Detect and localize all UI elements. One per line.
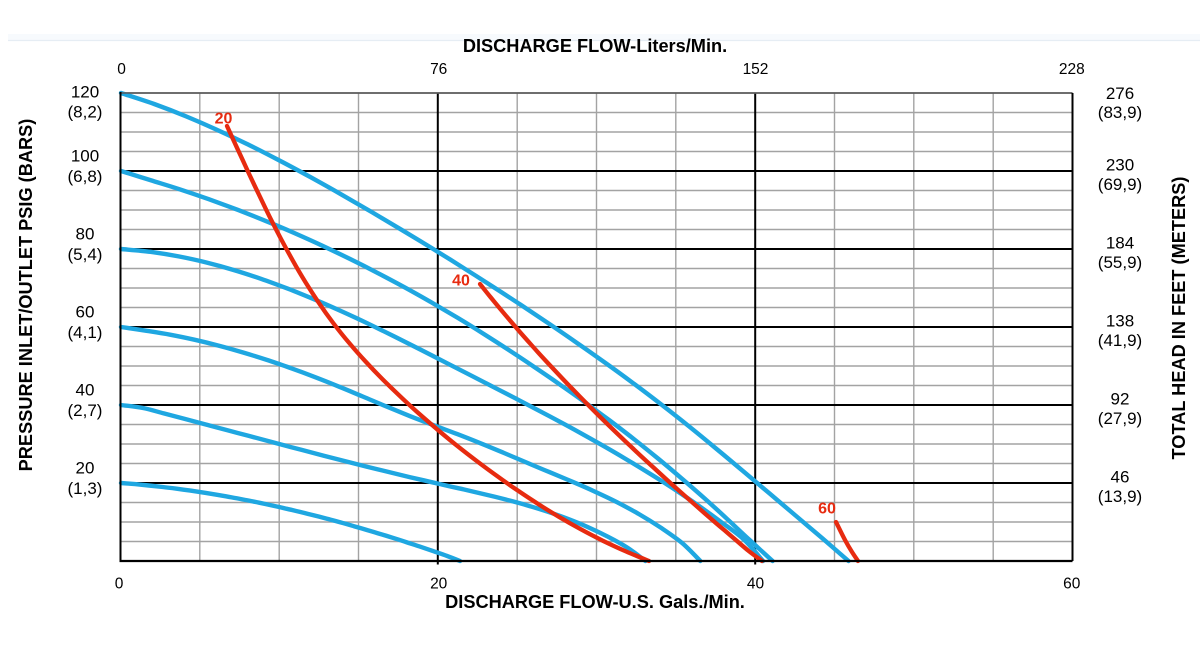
- svg-text:100: 100: [71, 147, 99, 166]
- svg-text:40: 40: [747, 576, 765, 593]
- svg-text:(83,9): (83,9): [1098, 103, 1142, 122]
- svg-text:TOTAL HEAD IN FEET (METERS): TOTAL HEAD IN FEET (METERS): [1169, 177, 1189, 460]
- svg-text:(41,9): (41,9): [1098, 331, 1142, 350]
- svg-text:138: 138: [1106, 312, 1134, 331]
- svg-text:152: 152: [743, 61, 769, 78]
- svg-text:40: 40: [452, 273, 470, 290]
- svg-text:20: 20: [76, 459, 95, 478]
- svg-text:(6,8): (6,8): [68, 167, 103, 186]
- svg-text:276: 276: [1106, 84, 1134, 103]
- svg-text:(13,9): (13,9): [1098, 487, 1142, 506]
- svg-text:46: 46: [1111, 468, 1130, 487]
- svg-text:(2,7): (2,7): [68, 401, 103, 420]
- svg-text:(27,9): (27,9): [1098, 409, 1142, 428]
- svg-text:92: 92: [1111, 390, 1130, 409]
- svg-text:76: 76: [430, 61, 447, 78]
- svg-text:228: 228: [1059, 61, 1085, 78]
- svg-text:(4,1): (4,1): [68, 323, 103, 342]
- svg-text:DISCHARGE FLOW-U.S. Gals./Min.: DISCHARGE FLOW-U.S. Gals./Min.: [445, 592, 745, 612]
- svg-text:0: 0: [115, 576, 124, 593]
- svg-text:184: 184: [1106, 234, 1134, 253]
- svg-text:20: 20: [430, 576, 448, 593]
- svg-text:PRESSURE INLET/OUTLET PSIG (BA: PRESSURE INLET/OUTLET PSIG (BARS): [16, 119, 36, 472]
- svg-text:60: 60: [76, 303, 95, 322]
- svg-text:120: 120: [71, 82, 99, 101]
- svg-text:(1,3): (1,3): [68, 479, 103, 498]
- svg-text:20: 20: [215, 111, 233, 128]
- svg-text:40: 40: [76, 381, 95, 400]
- svg-text:(55,9): (55,9): [1098, 253, 1142, 272]
- svg-text:DISCHARGE FLOW-Liters/Min.: DISCHARGE FLOW-Liters/Min.: [463, 36, 727, 56]
- svg-text:230: 230: [1106, 156, 1134, 175]
- svg-text:80: 80: [76, 225, 95, 244]
- svg-text:(69,9): (69,9): [1098, 175, 1142, 194]
- svg-text:(5,4): (5,4): [68, 245, 103, 264]
- svg-text:0: 0: [117, 61, 126, 78]
- svg-text:(8,2): (8,2): [68, 103, 103, 122]
- svg-text:60: 60: [818, 501, 836, 518]
- svg-text:60: 60: [1063, 576, 1081, 593]
